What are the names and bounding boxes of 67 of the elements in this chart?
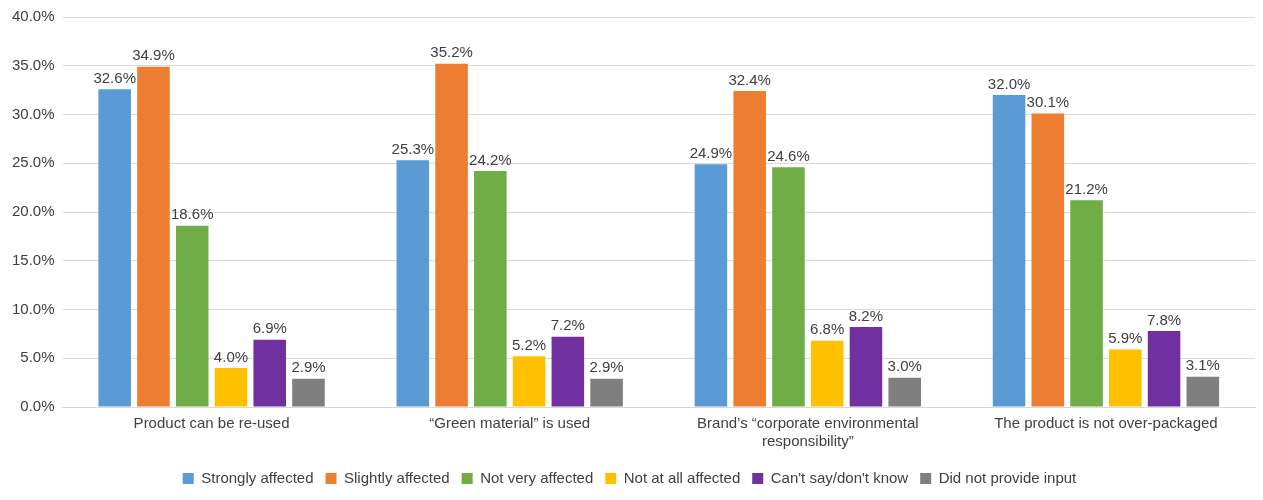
data-label: 2.9% (291, 358, 326, 376)
bar (772, 167, 805, 407)
bar (137, 66, 170, 407)
data-label: 32.4% (728, 70, 771, 88)
x-tick-label: Brand’s “corporate environmental responsibility” (697, 414, 919, 450)
data-label: 32.0% (987, 74, 1031, 92)
x-tick-label: The product is not over-packaged (994, 414, 1218, 432)
data-label: 6.9% (252, 319, 287, 337)
data-label: 7.8% (1146, 310, 1182, 328)
data-label: 5.9% (1108, 329, 1143, 347)
x-tick-label: Product can be re-used (133, 414, 290, 432)
data-label: 3.1% (1185, 356, 1220, 374)
y-tick-label: 25.0% (11, 153, 55, 171)
bar (175, 225, 209, 407)
bar (992, 95, 1026, 407)
y-tick-label: 0.0% (20, 397, 55, 415)
y-tick-label: 40.0% (11, 7, 55, 25)
data-label: 30.1% (1026, 93, 1070, 111)
y-tick-label: 5.0% (20, 348, 55, 366)
bar (849, 327, 883, 407)
legend-label: Strongly affected (201, 468, 314, 486)
bar (733, 91, 766, 407)
bar (1147, 330, 1181, 407)
bar (590, 378, 623, 407)
y-tick-label: 10.0% (11, 299, 55, 317)
y-tick-label: 30.0% (11, 104, 55, 122)
data-label: 24.2% (469, 150, 512, 168)
bar (292, 378, 325, 407)
data-label: 5.2% (511, 335, 547, 353)
data-label: 24.6% (767, 146, 810, 164)
data-label: 18.6% (170, 205, 214, 223)
data-label: 24.9% (689, 143, 733, 161)
bar (694, 164, 728, 407)
data-label: 25.3% (391, 139, 435, 157)
data-label: 21.2% (1065, 179, 1108, 197)
bar (1070, 200, 1103, 407)
bar (435, 63, 468, 407)
y-tick-label: 20.0% (11, 202, 55, 220)
bar (1031, 113, 1065, 407)
data-label: 4.0% (213, 347, 249, 365)
bar (214, 368, 248, 407)
data-label: 32.6% (93, 68, 136, 86)
bar (551, 336, 585, 407)
y-tick-label: 35.0% (11, 55, 55, 73)
data-label: 7.2% (550, 316, 585, 334)
bar (396, 160, 430, 407)
y-tick-label: 15.0% (11, 250, 55, 268)
data-label: 2.9% (589, 358, 624, 376)
bar (512, 356, 546, 407)
legend-label: Can't say/don't know (770, 468, 909, 486)
data-label: 35.2% (430, 43, 473, 61)
bar (888, 377, 921, 407)
data-label: 6.8% (810, 320, 845, 338)
legend-label: Did not provide input (938, 468, 1078, 486)
legend-label: Slightly affected (344, 468, 450, 486)
data-label: 3.0% (887, 357, 922, 375)
bar (1186, 376, 1220, 407)
legend-label: Not very affected (480, 468, 594, 486)
bar (474, 171, 507, 407)
bar (1109, 349, 1142, 407)
data-label: 8.2% (848, 306, 884, 324)
bar (810, 340, 844, 407)
bar (253, 339, 286, 407)
data-label: 34.9% (132, 46, 175, 64)
legend-label: Not at all affected (623, 468, 741, 486)
bar (98, 89, 131, 407)
x-tick-label: “Green material” is used (429, 414, 591, 432)
